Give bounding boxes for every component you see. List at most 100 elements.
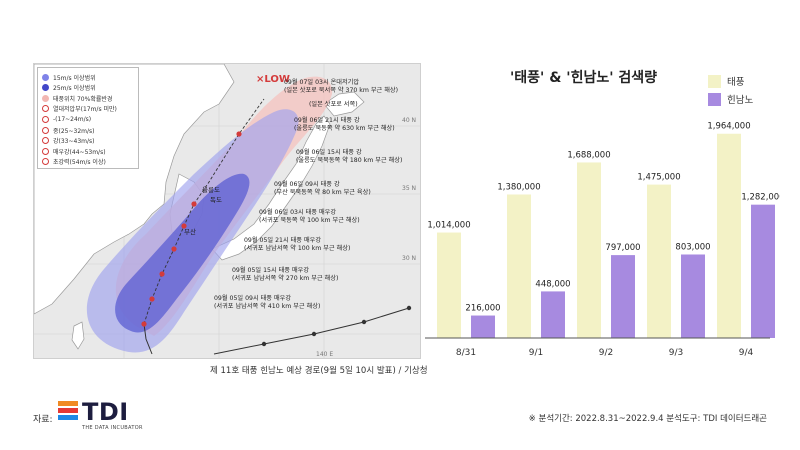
bar-taepung-9/2	[577, 162, 601, 338]
lat-30-label: 30 N	[402, 255, 416, 262]
map-legend-row: 초강력(54m/s 이상)	[42, 157, 106, 167]
bar-hinnamno-9/1	[541, 291, 565, 338]
map-legend-label: 15m/s 이상범위	[53, 74, 96, 82]
typhoon-forecast-map: 40 N 35 N 30 N 140 E ×LOW 울릉도 독도 부산 09월 …	[33, 63, 421, 359]
tdi-logo-text: TDI	[82, 398, 129, 426]
map-legend-label: 25m/s 이상범위	[53, 85, 96, 93]
forecast-label: 09월 07일 03시 온대저기압	[284, 78, 359, 86]
x-tick-label: 8/31	[456, 348, 476, 358]
forecast-label: 09월 06일 09시 태풍 강	[274, 180, 340, 188]
map-legend-label: 강(33~43m/s)	[53, 138, 95, 146]
data-label: 1,282,000	[741, 193, 780, 203]
chart-title: '태풍' & '힌남노' 검색량	[510, 70, 658, 86]
wind-25ms-range	[115, 173, 250, 333]
analysis-note: ※ 분석기간: 2022.8.31~2022.9.4 분석도구: TDI 데이터…	[528, 414, 767, 424]
data-label: 1,964,000	[707, 122, 750, 132]
map-legend-row: -(17~24m/s)	[42, 114, 91, 124]
legend-item-taepung: 태풍	[708, 74, 744, 88]
legend-swatch-taepung	[708, 74, 721, 88]
x-tick-label: 9/3	[669, 348, 683, 358]
x-tick-label: 9/4	[739, 348, 754, 358]
bar-hinnamno-9/2	[611, 255, 635, 338]
map-legend-row: 열대저압부(17m/s 미만)	[42, 104, 117, 114]
tdlow-label: ×LOW	[256, 74, 290, 85]
data-label: 1,014,000	[427, 221, 470, 231]
map-svg: 40 N 35 N 30 N 140 E ×LOW 울릉도 독도 부산 09월 …	[34, 64, 420, 358]
bar-taepung-9/1	[507, 194, 531, 338]
data-label: 216,000	[465, 304, 500, 314]
forecast-detail: (서귀포 북동쪽 약 100 km 부근 해상)	[259, 216, 360, 224]
bar-taepung-9/4	[717, 133, 741, 338]
bar-taepung-8/31	[437, 232, 461, 338]
typhoon-symbol-icon	[42, 158, 49, 166]
forecast-label: 09월 05일 21시 태풍 매우강	[244, 236, 321, 244]
data-label: 797,000	[605, 243, 640, 253]
forecast-detail: (울릉도 북북동쪽 약 180 km 부근 해상)	[296, 156, 402, 164]
typhoon-symbol-icon	[42, 115, 49, 123]
data-label: 1,475,000	[637, 173, 680, 183]
forecast-label: 09월 06일 15시 태풍 강	[296, 148, 362, 156]
tdi-logo-mark	[58, 401, 78, 421]
map-legend-row: 중(25~32m/s)	[42, 125, 95, 135]
data-label: 1,380,000	[497, 182, 540, 192]
data-label: 803,000	[675, 242, 710, 252]
typhoon-symbol-icon	[42, 147, 49, 155]
map-legend-row: 15m/s 이상범위	[42, 72, 96, 82]
forecast-label: (일본 삿포로 서쪽)	[309, 100, 358, 108]
map-legend-label: 태풍위치 70%확률반경	[53, 95, 113, 103]
lat-40-label: 40 N	[402, 117, 416, 124]
map-legend-row: 25m/s 이상범위	[42, 83, 96, 93]
search-volume-bar-chart: 1,014,000 216,000 8/31 1,380,000 448,000 9/1 1…	[425, 122, 780, 358]
lat-35-label: 35 N	[402, 185, 416, 192]
forecast-label: 09월 06일 21시 태풍 강	[294, 116, 360, 124]
busan-label: 부산	[184, 227, 196, 236]
typhoon-symbol-icon	[42, 105, 49, 113]
tdi-logo-subtitle: THE DATA INCUBATOR	[82, 425, 143, 431]
bar-taepung-9/3	[647, 184, 671, 338]
data-label: 1,688,000	[567, 150, 610, 160]
data-label: 448,000	[535, 279, 570, 289]
bar-hinnamno-8/31	[471, 315, 495, 338]
forecast-detail: (울릉도 북동쪽 약 630 km 부근 해상)	[294, 124, 395, 132]
hokkaido	[323, 91, 365, 117]
map-legend-row: 태풍위치 70%확률반경	[42, 93, 112, 103]
forecast-detail: (부산 북북동쪽 약 80 km 부근 육상)	[274, 188, 371, 196]
map-legend-label: 열대저압부(17m/s 미만)	[53, 106, 117, 114]
forecast-detail: (서귀포 남남서쪽 약 410 km 부근 해상)	[214, 302, 320, 310]
map-legend-label: -(17~24m/s)	[53, 115, 92, 123]
map-legend-label: 매우강(44~53m/s)	[53, 148, 106, 156]
map-legend-row: 매우강(44~53m/s)	[42, 146, 106, 156]
bar-hinnamno-9/4	[751, 204, 775, 338]
forecast-annotations: 09월 07일 03시 온대저기압 (일본 삿포로 북서쪽 약 370 km 부…	[214, 78, 402, 310]
legend-label-taepung: 태풍	[727, 77, 745, 88]
map-legend-label: 중(25~32m/s)	[53, 127, 95, 135]
map-legend-label: 초강력(54m/s 이상)	[53, 159, 106, 167]
forecast-label: 09월 05일 09시 태풍 매우강	[214, 294, 291, 302]
map-legend-row: 강(33~43m/s)	[42, 136, 95, 146]
source-label: 자료:	[33, 415, 53, 425]
forecast-detail: (서귀포 남남서쪽 약 270 km 부근 해상)	[232, 274, 338, 282]
x-tick-label: 9/2	[599, 348, 613, 358]
taiwan	[71, 321, 85, 350]
legend-item-hinnamno: 힌남노	[708, 92, 753, 106]
x-tick-label: 9/1	[529, 348, 543, 358]
dokdo-label: 독도	[210, 196, 222, 204]
bar-hinnamno-9/3	[681, 254, 705, 338]
forecast-detail: (서귀포 남남서쪽 약 100 km 부근 해상)	[244, 244, 350, 252]
past-track-points	[261, 305, 412, 347]
legend-swatch-hinnamno	[708, 92, 721, 106]
forecast-label: 09월 06일 03시 태풍 매우강	[259, 208, 336, 216]
lon-140-label: 140 E	[316, 351, 333, 358]
map-caption: 제 11호 태풍 힌남노 예상 경로(9월 5일 10시 발표) / 기상청	[210, 366, 428, 376]
past-track-south	[143, 323, 153, 355]
legend-circle-icon	[42, 73, 49, 81]
typhoon-symbol-icon	[42, 137, 49, 145]
legend-circle-icon	[42, 94, 49, 102]
forecast-position-marks	[141, 131, 242, 327]
typhoon-symbol-icon	[42, 126, 49, 134]
forecast-detail: (일본 삿포로 북서쪽 약 370 km 부근 해상)	[284, 86, 398, 94]
forecast-label: 09월 05일 15시 태풍 매우강	[232, 266, 309, 274]
legend-label-hinnamno: 힌남노	[727, 95, 754, 106]
